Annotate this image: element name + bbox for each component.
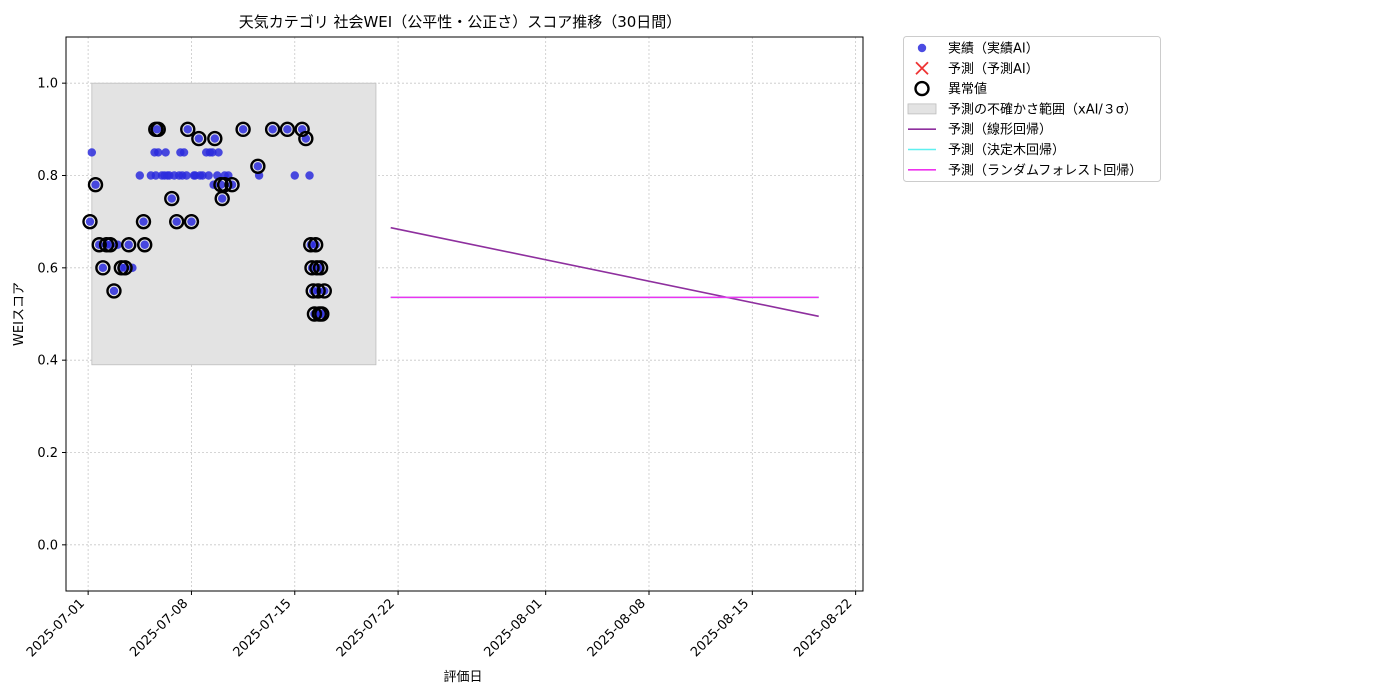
anomaly-ring bbox=[168, 213, 185, 230]
x-axis-label: 評価日 bbox=[443, 670, 482, 685]
plot-frame bbox=[65, 36, 864, 592]
actual-point bbox=[124, 240, 133, 249]
prediction-line bbox=[390, 226, 819, 318]
anomaly-ring bbox=[307, 237, 324, 253]
anomaly-ring bbox=[235, 121, 251, 138]
actual-point bbox=[187, 217, 196, 226]
anomaly-ring bbox=[135, 213, 152, 230]
actual-point bbox=[253, 162, 263, 171]
actual-point bbox=[214, 148, 223, 157]
y-axis-ticks: 0.0 0.2 0.4 0.6 0.8 1.0 bbox=[37, 77, 66, 553]
actual-point bbox=[194, 134, 204, 143]
actual-point bbox=[290, 171, 299, 180]
chart-title: 天気カテゴリ 社会WEI（公平性・公正さ）スコア推移（30日間） bbox=[239, 13, 682, 31]
actual-point bbox=[172, 217, 181, 226]
actual-point bbox=[152, 125, 162, 134]
actual-point bbox=[85, 217, 95, 226]
anomaly-ring bbox=[216, 177, 233, 193]
anomaly-ring bbox=[82, 213, 98, 230]
actual-point bbox=[183, 125, 192, 134]
anomaly-ring bbox=[102, 237, 118, 253]
legend-marker bbox=[917, 43, 927, 53]
actual-point bbox=[135, 171, 144, 180]
legend-label: 予測の不確かさ範囲（xAI/３σ） bbox=[948, 101, 1137, 117]
anomaly-ring bbox=[310, 283, 326, 299]
anomaly-ring bbox=[304, 260, 320, 276]
y-tick-label: 0.2 bbox=[37, 446, 58, 461]
anomaly-ring bbox=[264, 121, 281, 138]
legend-label: 実績（実績AI） bbox=[948, 41, 1039, 57]
anomaly-ring bbox=[279, 121, 296, 138]
legend-box bbox=[903, 36, 1161, 182]
actual-point bbox=[268, 125, 277, 134]
uncertainty-band bbox=[91, 82, 377, 366]
anomaly-ring bbox=[312, 260, 329, 276]
legend-marker bbox=[914, 80, 930, 97]
y-tick-label: 1.0 bbox=[37, 77, 58, 92]
y-tick-label: 0.4 bbox=[37, 354, 58, 369]
actual-point bbox=[91, 180, 100, 189]
anomaly-ring bbox=[316, 283, 332, 299]
anomaly-ring bbox=[191, 130, 207, 147]
actual-point bbox=[198, 171, 207, 180]
anomaly-ring bbox=[250, 158, 266, 174]
actual-point bbox=[208, 148, 217, 157]
prediction-lines bbox=[390, 226, 819, 318]
anomaly-ring bbox=[150, 121, 166, 138]
anomaly-ring bbox=[87, 177, 104, 193]
anomaly-ring bbox=[214, 190, 230, 207]
actual-point bbox=[98, 263, 108, 273]
legend-marker bbox=[907, 103, 937, 115]
anomaly-rings bbox=[82, 121, 332, 322]
anomaly-ring bbox=[106, 283, 122, 299]
actual-point bbox=[167, 194, 176, 203]
uncertainty-band-layer bbox=[91, 82, 377, 366]
anomaly-ring bbox=[137, 237, 153, 253]
anomaly-ring bbox=[298, 130, 314, 147]
y-tick-label: 0.0 bbox=[37, 538, 58, 553]
anomaly-ring bbox=[224, 177, 240, 193]
anomaly-ring bbox=[117, 260, 133, 276]
actual-point bbox=[210, 134, 220, 143]
anomaly-ring bbox=[306, 306, 323, 322]
actual-point bbox=[161, 148, 170, 157]
actual-point bbox=[109, 286, 119, 296]
anomaly-ring bbox=[305, 283, 321, 299]
anomaly-ring bbox=[303, 237, 319, 253]
y-axis-label: WEIスコア bbox=[12, 282, 27, 346]
anomaly-ring bbox=[207, 130, 223, 147]
anomaly-ring bbox=[91, 237, 107, 253]
anomaly-ring bbox=[314, 306, 330, 322]
legend-marker bbox=[915, 61, 929, 75]
legend-label: 異常値 bbox=[948, 81, 987, 97]
actual-point bbox=[154, 148, 163, 157]
actual-point bbox=[283, 125, 292, 134]
anomaly-ring bbox=[183, 213, 200, 230]
actual-point bbox=[204, 171, 213, 180]
actual-point bbox=[151, 171, 160, 180]
anomaly-ring bbox=[294, 121, 310, 138]
anomaly-ring bbox=[180, 121, 196, 138]
legend-label: 予測（ランダムフォレスト回帰） bbox=[948, 162, 1142, 178]
actual-point bbox=[87, 148, 97, 157]
actual-point bbox=[140, 240, 149, 249]
legend-label: 予測（予測AI） bbox=[948, 62, 1039, 77]
anomaly-ring bbox=[164, 190, 180, 207]
actual-point bbox=[218, 194, 227, 203]
actual-point bbox=[179, 148, 189, 157]
actual-point bbox=[305, 171, 314, 180]
actual-point bbox=[182, 171, 191, 180]
actual-point bbox=[139, 217, 148, 226]
legend-label: 予測（線形回帰） bbox=[948, 122, 1052, 138]
anomaly-ring bbox=[121, 237, 137, 253]
y-tick-label: 0.8 bbox=[37, 169, 58, 184]
y-tick-label: 0.6 bbox=[37, 261, 58, 276]
legend-label: 予測（決定木回帰） bbox=[948, 142, 1065, 158]
actual-point bbox=[238, 125, 248, 134]
anomaly-ring bbox=[95, 260, 111, 276]
